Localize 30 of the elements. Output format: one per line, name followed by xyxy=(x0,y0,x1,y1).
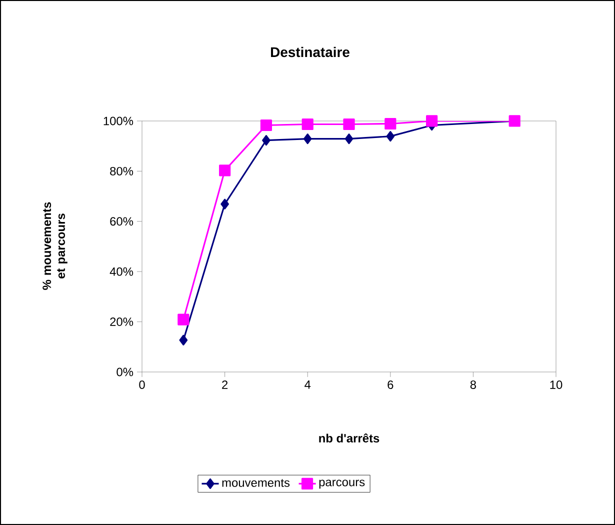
y-tick-label: 60% xyxy=(110,217,134,226)
x-axis-title: nb d'arrêts xyxy=(319,433,380,442)
x-tick-label: 8 xyxy=(470,380,476,389)
x-tick-label: 4 xyxy=(304,380,311,389)
point xyxy=(260,119,272,132)
y-axis-title: % mouvements et parcours xyxy=(42,202,68,290)
point xyxy=(262,135,270,146)
y-tick-label: 20% xyxy=(110,318,134,326)
point xyxy=(178,314,190,326)
x-tick-label: 0 xyxy=(139,380,145,389)
y-tick-label: 80% xyxy=(110,166,134,176)
legend-label: parcours xyxy=(319,480,365,489)
x-tick-label: 10 xyxy=(550,380,562,389)
point xyxy=(179,334,188,346)
point xyxy=(303,134,312,144)
legend-label: mouvements xyxy=(222,479,290,487)
x-tick-label: 6 xyxy=(388,380,394,389)
point xyxy=(302,118,314,130)
y-tick-label: 40% xyxy=(110,267,134,276)
point xyxy=(219,164,231,176)
point xyxy=(343,118,355,130)
y-tick-label: 100% xyxy=(104,116,134,126)
chart-title: Destinataire xyxy=(271,46,350,58)
point xyxy=(344,134,354,144)
point xyxy=(426,115,438,127)
point xyxy=(384,118,396,130)
x-tick-label: 2 xyxy=(222,380,228,389)
y-tick-label: 0% xyxy=(116,368,134,376)
point xyxy=(220,198,229,210)
point xyxy=(386,130,395,142)
